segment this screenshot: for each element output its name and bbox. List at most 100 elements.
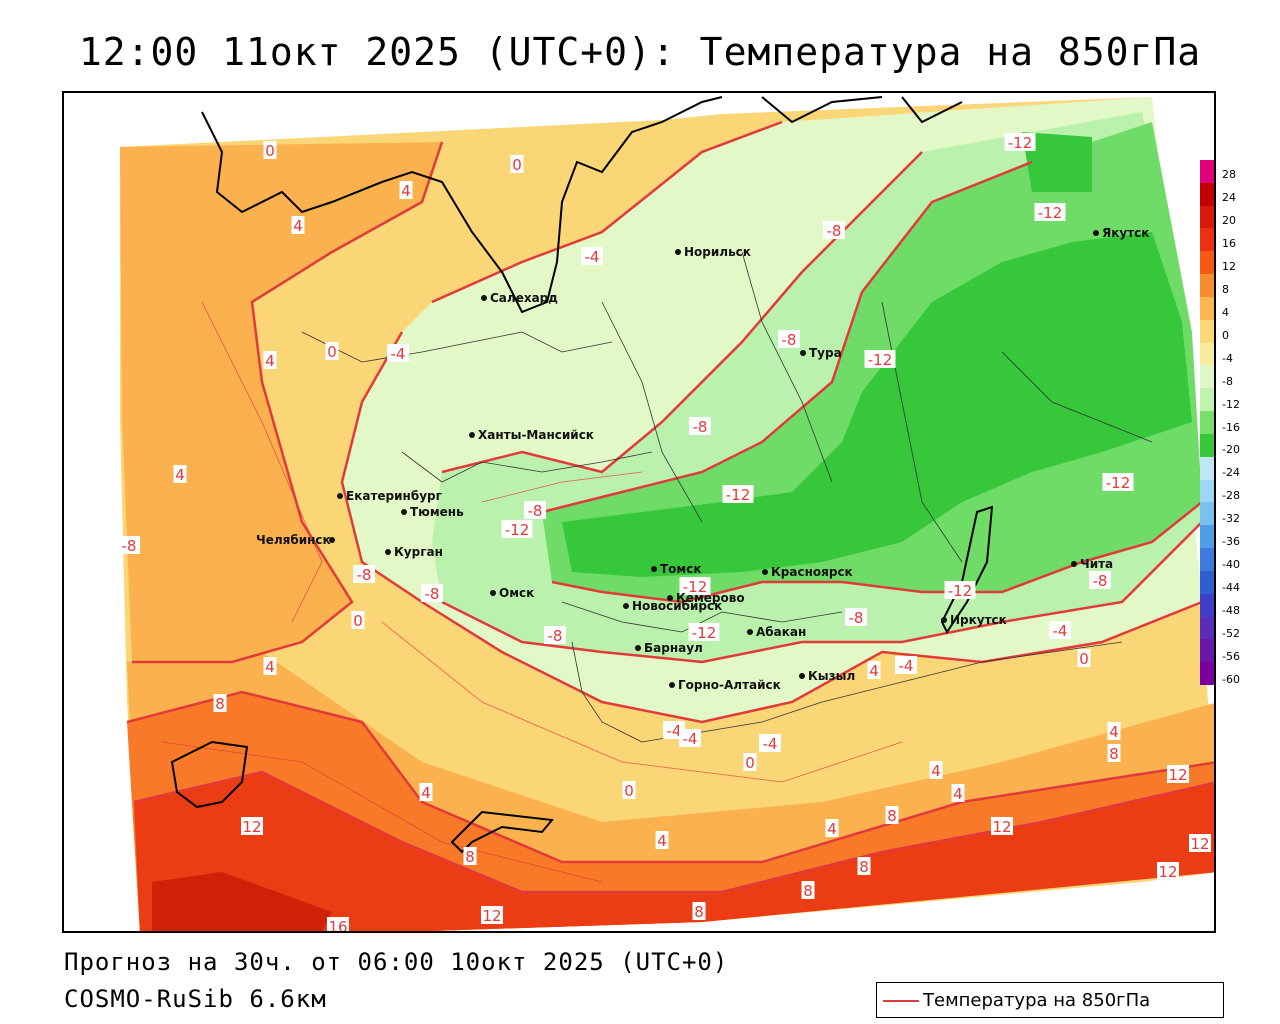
isotherm-label: 0	[265, 142, 275, 160]
city-dot	[1093, 230, 1099, 236]
isotherm-label-box	[1189, 834, 1211, 852]
city-dot	[762, 569, 768, 575]
colorbar-tick-label: 0	[1222, 328, 1229, 342]
isotherm-label: -4	[899, 657, 914, 675]
city-dot	[623, 603, 629, 609]
colorbar-segment	[1200, 525, 1214, 549]
city-label: Ханты-Мансийск	[478, 428, 594, 442]
isotherm-label: 0	[624, 782, 634, 800]
isotherm-label: 0	[1079, 650, 1089, 668]
city-dot	[800, 350, 806, 356]
zone-minus16	[562, 232, 1192, 577]
isotherm-label: 8	[465, 848, 475, 866]
city-dot	[667, 595, 673, 601]
isotherm-label-box	[1102, 473, 1134, 491]
colorbar-segment	[1200, 456, 1214, 481]
colorbar-tick-label: 12	[1222, 259, 1236, 273]
isotherm-label: 8	[803, 882, 813, 900]
isotherm-label: 4	[931, 762, 941, 780]
isotherm-label: 0	[353, 612, 363, 630]
isotherm-label-box	[118, 536, 140, 554]
isotherm-label: 12	[1158, 863, 1177, 881]
isotherm-label-box	[399, 181, 413, 199]
isotherm-label-box	[885, 806, 899, 824]
city-label: Омск	[499, 586, 534, 600]
isotherm-label: 8	[215, 695, 225, 713]
city-dot	[337, 493, 343, 499]
city-dot	[401, 509, 407, 515]
isotherm-label-box	[1077, 649, 1091, 667]
colorbar-segment	[1200, 570, 1214, 595]
isotherm-label-box	[689, 417, 711, 435]
isotherm-thin-lines	[161, 301, 903, 883]
model-info: COSMO-RuSib 6.6км	[64, 985, 327, 1013]
colorbar-tick-label: 4	[1222, 305, 1229, 319]
colorbar-segment	[1200, 502, 1214, 526]
isotherm-label-box	[1034, 203, 1066, 221]
city-label: Якутск	[1102, 226, 1149, 240]
isotherm-label-box	[845, 608, 867, 626]
coastlines	[170, 96, 994, 854]
isotherm-label: -4	[683, 730, 698, 748]
isotherm-label-box	[1049, 621, 1071, 639]
isotherm-label-box	[857, 857, 871, 875]
isotherm-label: -8	[849, 609, 864, 627]
city-label: Горно-Алтайск	[678, 678, 781, 692]
city-dot	[799, 673, 805, 679]
isotherm-label-box	[622, 781, 636, 799]
isotherm-label: 12	[242, 818, 261, 836]
colorbar-segment	[1200, 228, 1214, 252]
isotherm-label: -12	[868, 351, 893, 369]
isotherm-label: 0	[327, 343, 337, 361]
isotherm-label: -8	[548, 627, 563, 645]
colorbar-tick-label: -48	[1222, 604, 1240, 618]
colorbar-segment	[1200, 639, 1214, 663]
isotherm-label: 12	[1190, 835, 1209, 853]
isotherm-label: -12	[1008, 134, 1033, 152]
city-label: Красноярск	[771, 565, 853, 579]
colorbar-tick-label: -32	[1222, 512, 1240, 526]
isotherm-label-box	[1004, 133, 1036, 151]
city-markers: Норильск Салехард Якутск Тура Ханты-Мансийск…	[256, 226, 1149, 692]
isotherm-label: -4	[391, 345, 406, 363]
colorbar-segment	[1200, 274, 1214, 298]
isotherm-label-box	[951, 784, 965, 802]
colorbar-tick-label: -40	[1222, 558, 1240, 572]
colorbar-tick-label: -36	[1222, 535, 1240, 549]
isotherm-label: 12	[992, 818, 1011, 836]
isotherm-label: 8	[887, 807, 897, 825]
isotherm-label-box	[581, 247, 603, 265]
isotherm-label-box	[864, 350, 896, 368]
isotherm-label: 4	[265, 352, 275, 370]
isotherm-label: -4	[667, 722, 682, 740]
isotherm-label-box	[481, 906, 503, 924]
city-label: Курган	[394, 545, 443, 559]
isotherm-label-box	[387, 344, 409, 362]
isotherm-label: -12	[683, 578, 708, 596]
city-label: Абакан	[756, 625, 806, 639]
colorbar-segment	[1200, 296, 1214, 321]
city-dot	[675, 249, 681, 255]
city-label: Томск	[660, 562, 702, 576]
isotherm-label: 4	[401, 182, 411, 200]
isotherm-label: -8	[782, 331, 797, 349]
zone-plus4-north	[120, 142, 442, 662]
isotherm-label: -8	[425, 585, 440, 603]
isotherm-label: 16	[328, 918, 347, 931]
isotherm-label-box	[501, 520, 533, 538]
city-dot	[490, 590, 496, 596]
zone-minus16-ne	[1022, 132, 1092, 192]
city-dot	[329, 537, 335, 543]
isotherm-label-box	[759, 734, 781, 752]
isotherm-label: -8	[827, 222, 842, 240]
isotherm-label: -4	[1053, 622, 1068, 640]
isotherm-label: 8	[859, 858, 869, 876]
colorbar-tick-label: -16	[1222, 420, 1240, 434]
isotherm-label-box	[241, 817, 263, 835]
isotherm-label-box	[944, 581, 976, 599]
isotherm-label: -8	[122, 537, 137, 555]
isotherm-label-box	[1089, 571, 1111, 589]
city-dot	[651, 566, 657, 572]
isotherm-label: -12	[726, 486, 751, 504]
